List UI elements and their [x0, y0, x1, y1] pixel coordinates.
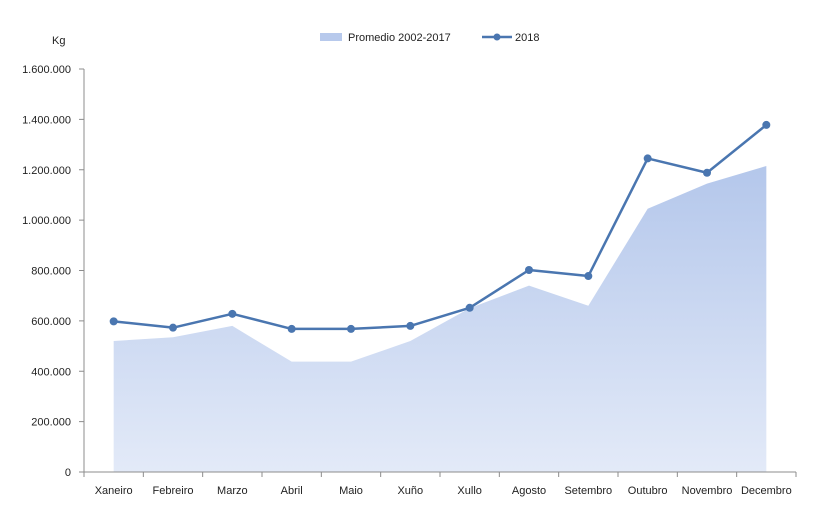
y-tick-label: 1.000.000	[22, 215, 71, 227]
data-point-2018	[762, 120, 771, 129]
legend-label-2018: 2018	[515, 32, 539, 44]
area-series-layer	[113, 165, 767, 473]
y-tick-label: 1.200.000	[22, 165, 71, 177]
legend: Promedio 2002-2017 2018	[320, 32, 539, 44]
x-tick-label: Febreiro	[153, 485, 194, 497]
x-axis-ticks: Xaneiro Febreiro Marzo Abril Maio Xuño Xullo Ag…	[83, 472, 797, 497]
area-series-average	[113, 165, 767, 473]
y-tick-label: 600.000	[31, 316, 71, 328]
y-tick-label: 0	[65, 467, 71, 479]
x-tick-label: Marzo	[217, 485, 248, 497]
data-point-2018	[287, 324, 296, 333]
x-tick-label: Maio	[339, 485, 363, 497]
x-tick-label: Xuño	[397, 485, 423, 497]
x-tick-label: Abril	[281, 485, 303, 497]
data-point-2018	[584, 272, 593, 281]
data-point-2018	[465, 303, 474, 312]
x-tick-label: Xullo	[457, 485, 481, 497]
y-tick-label: 400.000	[31, 366, 71, 378]
y-tick-label: 200.000	[31, 417, 71, 429]
y-tick-label: 800.000	[31, 266, 71, 278]
x-tick-label: Outubro	[628, 485, 668, 497]
data-point-2018	[347, 324, 355, 333]
x-tick-label: Decembro	[741, 485, 792, 497]
data-point-2018	[643, 154, 652, 163]
y-tick-label: 1.600.000	[22, 64, 71, 76]
x-tick-label: Xaneiro	[95, 485, 133, 497]
legend-label-average: Promedio 2002-2017	[348, 32, 451, 44]
line-series-2018	[113, 123, 768, 331]
y-tick-label: 1.400.000	[22, 114, 71, 126]
line-series-layer	[109, 120, 771, 333]
data-point-2018	[169, 323, 177, 332]
x-tick-label: Agosto	[512, 485, 546, 497]
y-axis-unit-label: Kg	[52, 35, 65, 47]
data-point-2018	[228, 309, 237, 318]
y-axis-ticks: 0 200.000 400.000 600.000 800.000 1.000.000 1.…	[22, 64, 84, 479]
legend-swatch-average	[320, 33, 342, 41]
data-point-2018	[525, 265, 533, 274]
data-point-2018	[109, 317, 118, 326]
data-point-2018	[406, 321, 415, 330]
legend-marker-2018	[493, 33, 501, 41]
x-tick-label: Novembro	[682, 485, 733, 497]
data-point-2018	[703, 168, 711, 177]
x-tick-label: Setembro	[564, 485, 612, 497]
